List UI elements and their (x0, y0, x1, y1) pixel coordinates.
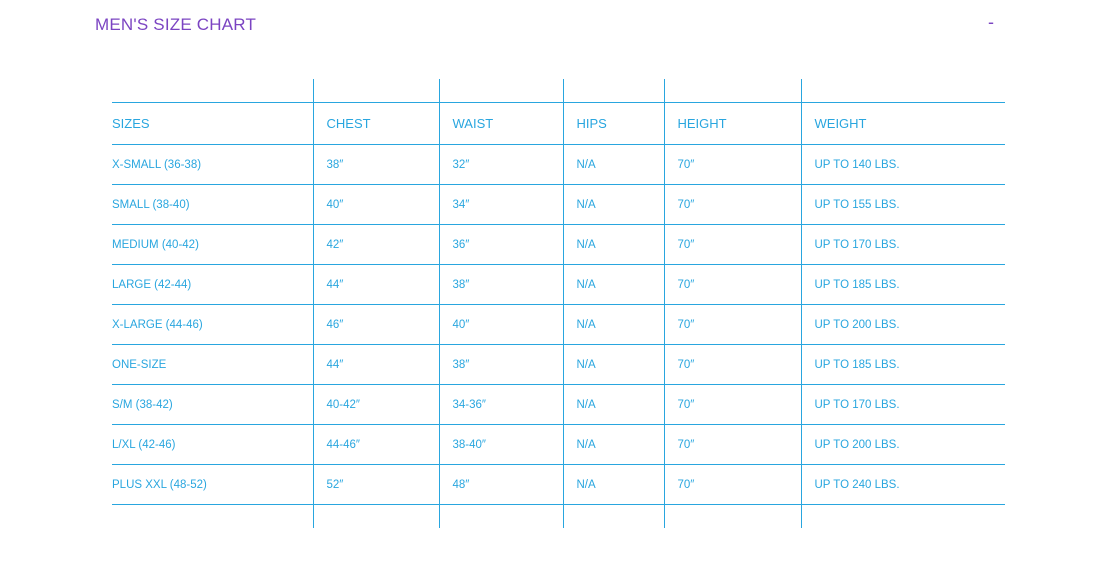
table-row: PLUS XXL (48-52) 52″ 48″ N/A 70″ UP TO 240 LB… (112, 464, 1005, 505)
table-cell: 70″ (663, 424, 801, 465)
empty-cell (312, 79, 439, 103)
table-cell: UP TO 155 LBS. (800, 184, 1005, 225)
empty-cell (663, 79, 801, 103)
table-cell: 42″ (312, 224, 439, 265)
table-cell: UP TO 200 LBS. (800, 424, 1005, 465)
table-row: LARGE (42-44) 44″ 38″ N/A 70″ UP TO 185 LBS. (112, 264, 1005, 305)
table-cell: UP TO 140 LBS. (800, 144, 1005, 185)
table-cell: X-LARGE (44-46) (112, 304, 313, 345)
spacer-row (112, 79, 1005, 103)
table-row: S/M (38-42) 40-42″ 34-36″ N/A 70″ UP TO 170 L… (112, 384, 1005, 425)
table-cell: 40″ (312, 184, 439, 225)
table-cell: N/A (562, 424, 664, 465)
table-cell: 70″ (663, 184, 801, 225)
table-row: X-LARGE (44-46) 46″ 40″ N/A 70″ UP TO 200 LBS… (112, 304, 1005, 345)
table-cell: 70″ (663, 304, 801, 345)
table-cell: N/A (562, 144, 664, 185)
column-header: CHEST (312, 102, 439, 145)
table-cell: UP TO 240 LBS. (800, 464, 1005, 505)
table-cell: UP TO 185 LBS. (800, 264, 1005, 305)
table-cell: N/A (562, 464, 664, 505)
table-cell: 32″ (438, 144, 563, 185)
table-cell: UP TO 170 LBS. (800, 384, 1005, 425)
table-cell: 46″ (312, 304, 439, 345)
table-cell: MEDIUM (40-42) (112, 224, 313, 265)
table-cell: 38″ (438, 344, 563, 385)
table-row: L/XL (42-46) 44-46″ 38-40″ N/A 70″ UP TO 200 … (112, 424, 1005, 465)
table-cell: 34-36″ (438, 384, 563, 425)
table-cell: 34″ (438, 184, 563, 225)
empty-cell (663, 504, 801, 528)
spacer-row (112, 504, 1005, 529)
empty-cell (800, 79, 1005, 103)
table-cell: 44-46″ (312, 424, 439, 465)
table-cell: N/A (562, 304, 664, 345)
table-cell: N/A (562, 184, 664, 225)
table-cell: 44″ (312, 264, 439, 305)
table-cell: 70″ (663, 264, 801, 305)
table-cell: N/A (562, 264, 664, 305)
header-row: SIZES CHEST WAIST HIPS HEIGHT WEIGHT (112, 102, 1005, 145)
table-row: ONE-SIZE 44″ 38″ N/A 70″ UP TO 185 LBS. (112, 344, 1005, 385)
table-cell: 70″ (663, 224, 801, 265)
table-cell: 70″ (663, 384, 801, 425)
column-header: WEIGHT (800, 102, 1005, 145)
table-cell: 38-40″ (438, 424, 563, 465)
empty-cell (312, 504, 439, 528)
table-cell: 52″ (312, 464, 439, 505)
table-cell: 36″ (438, 224, 563, 265)
empty-cell (562, 504, 664, 528)
table-cell: 40″ (438, 304, 563, 345)
table-cell: S/M (38-42) (112, 384, 313, 425)
empty-cell (112, 505, 313, 529)
column-header: SIZES (112, 102, 313, 145)
column-header: HIPS (562, 102, 664, 145)
table-cell: ONE-SIZE (112, 344, 313, 385)
table-cell: 70″ (663, 144, 801, 185)
empty-cell (438, 79, 563, 103)
table-cell: UP TO 185 LBS. (800, 344, 1005, 385)
table-cell: 40-42″ (312, 384, 439, 425)
table-row: SMALL (38-40) 40″ 34″ N/A 70″ UP TO 155 LBS. (112, 184, 1005, 225)
table-cell: 48″ (438, 464, 563, 505)
table-cell: LARGE (42-44) (112, 264, 313, 305)
table-cell: 70″ (663, 464, 801, 505)
table-cell: X-SMALL (36-38) (112, 144, 313, 185)
size-chart-table: SIZES CHEST WAIST HIPS HEIGHT WEIGHT X-SMALL (… (112, 79, 1005, 528)
table-cell: 44″ (312, 344, 439, 385)
empty-cell (438, 504, 563, 528)
table-cell: 38″ (312, 144, 439, 185)
table-row: X-SMALL (36-38) 38″ 32″ N/A 70″ UP TO 140 LBS… (112, 144, 1005, 185)
table-cell: N/A (562, 384, 664, 425)
empty-cell (112, 79, 313, 103)
column-header: WAIST (438, 102, 563, 145)
table-cell: SMALL (38-40) (112, 184, 313, 225)
collapse-button[interactable]: - (988, 12, 994, 32)
table-cell: 38″ (438, 264, 563, 305)
table-cell: N/A (562, 224, 664, 265)
table-cell: 70″ (663, 344, 801, 385)
table-row: MEDIUM (40-42) 42″ 36″ N/A 70″ UP TO 170 LBS. (112, 224, 1005, 265)
empty-cell (562, 79, 664, 103)
table-cell: UP TO 200 LBS. (800, 304, 1005, 345)
table-cell: N/A (562, 344, 664, 385)
table-cell: UP TO 170 LBS. (800, 224, 1005, 265)
table-cell: PLUS XXL (48-52) (112, 464, 313, 505)
column-header: HEIGHT (663, 102, 801, 145)
page-title: MEN'S SIZE CHART (95, 15, 257, 34)
table-cell: L/XL (42-46) (112, 424, 313, 465)
empty-cell (800, 504, 1005, 528)
